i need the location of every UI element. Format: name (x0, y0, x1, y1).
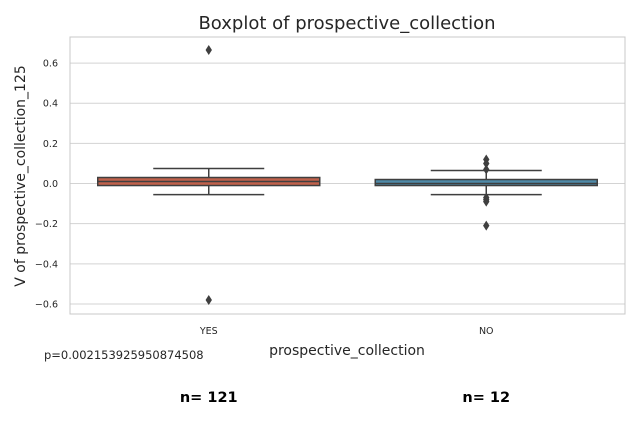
x-tick-label: NO (479, 326, 494, 337)
outlier-point (205, 294, 212, 305)
y-tick-labels: −0.6 −0.4 −0.2 0.0 0.2 0.4 0.6 (35, 59, 58, 311)
y-tick-label: 0.6 (43, 59, 58, 70)
y-tick-label: 0.0 (43, 179, 58, 190)
y-tick-label: −0.4 (35, 259, 58, 270)
outlier-point (483, 158, 490, 169)
sample-counts: n= 121 n= 12 (180, 390, 510, 406)
boxes (97, 45, 598, 305)
x-tick-label: YES (199, 326, 218, 337)
outlier-point (483, 196, 490, 207)
y-axis-label: V of prospective_collection_125 (13, 65, 29, 287)
outlier-point (205, 45, 212, 56)
iqr-box (374, 178, 598, 187)
y-tick-label: 0.4 (43, 99, 58, 110)
outlier-point (483, 220, 490, 231)
chart-title: Boxplot of prospective_collection (198, 13, 495, 34)
plot-frame (69, 36, 626, 315)
y-tick-label: −0.2 (35, 219, 58, 230)
p-value-annotation: p=0.002153925950874508 (44, 348, 204, 362)
y-tick-label: −0.6 (35, 299, 58, 310)
x-tick-labels: YES NO (199, 326, 494, 337)
box-no (374, 154, 598, 231)
sample-count-label: n= 121 (180, 390, 238, 406)
y-tick-label: 0.2 (43, 139, 58, 150)
box-yes (97, 45, 321, 305)
x-axis-label: prospective_collection (269, 343, 425, 359)
sample-count-label: n= 12 (462, 390, 510, 406)
outlier-point (483, 164, 490, 175)
